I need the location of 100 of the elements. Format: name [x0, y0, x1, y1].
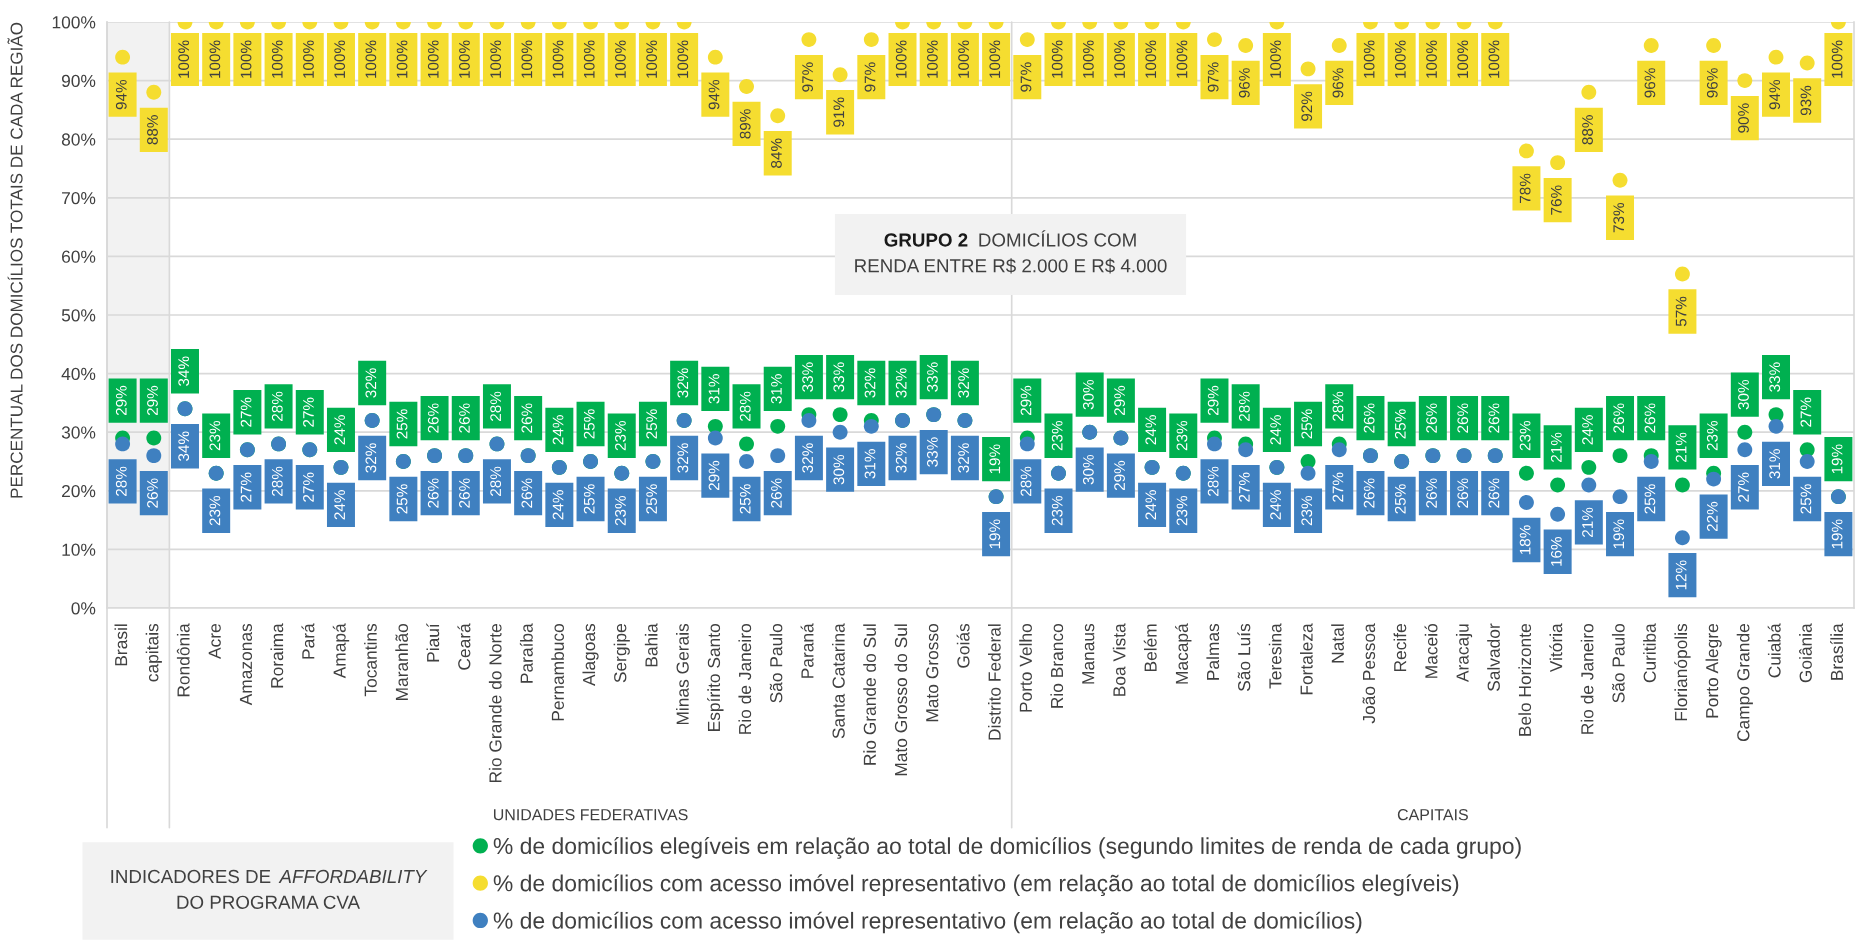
y-tick-label: 100%: [52, 16, 96, 29]
data-label: 100%: [459, 40, 470, 78]
data-label: 30%: [1082, 379, 1094, 410]
data-label: 94%: [708, 79, 720, 110]
data-label: 33%: [833, 362, 845, 392]
data-label: 100%: [583, 40, 595, 78]
y-tick-label: 10%: [62, 543, 96, 556]
data-label: 27%: [303, 472, 314, 502]
data-label: 29%: [115, 385, 127, 416]
data-label: 27%: [303, 397, 314, 427]
y-tick-label: 50%: [61, 309, 96, 322]
data-label: 26%: [1644, 403, 1656, 433]
data-label: 88%: [1582, 115, 1593, 145]
data-label: 30%: [1082, 454, 1094, 485]
text: CAPITAIS: [1397, 809, 1468, 821]
x-tick-label: Distrito Federal: [988, 624, 1001, 740]
data-label: 100%: [1488, 40, 1500, 78]
x-tick-label: Rio Branco: [1050, 624, 1064, 708]
data-label: 32%: [958, 443, 969, 473]
data-label: 23%: [1051, 420, 1063, 451]
data-label: 96%: [1706, 68, 1718, 98]
data-label: 26%: [427, 403, 439, 433]
legend-label: % de domicílios com acesso imóvel representativo (em relação ao total de domicílios elegíveis): [493, 874, 1459, 897]
data-label: 26%: [1363, 403, 1375, 433]
x-tick-label: Fortaleza: [1299, 623, 1313, 695]
data-label: 100%: [552, 40, 564, 78]
data-label: 25%: [646, 484, 658, 514]
x-tick-label: Rio Grande do Norte: [488, 624, 502, 783]
x-tick-label: Maranhão: [395, 624, 409, 701]
data-label: 100%: [1831, 40, 1843, 78]
x-tick-label: capitais: [145, 623, 162, 682]
data-label: 100%: [1176, 40, 1188, 78]
y-axis-title: PERCENTUAL DOS DOMICÍLIOS TOTAIS DE CADA REGIÃO: [7, 22, 23, 498]
data-label: 25%: [1800, 484, 1812, 514]
data-label: 23%: [209, 495, 221, 526]
text: GRUPO 2 DOMICÍLIOS COM RENDA ENTRE R$ 2.000 E R$ 4.000: [855, 230, 1167, 274]
data-label: 96%: [1644, 68, 1656, 98]
x-tick-label: Acre: [208, 624, 221, 659]
data-label: 25%: [646, 409, 658, 439]
data-label: 96%: [1238, 68, 1250, 98]
data-label: 29%: [708, 460, 720, 491]
y-tick-label: 60%: [62, 250, 96, 263]
x-tick-label: Aracaju: [1455, 624, 1473, 683]
x-tick-label: Sergipe: [613, 624, 630, 683]
x-tick-label: Rondônia: [176, 623, 190, 697]
data-label: 21%: [1675, 432, 1687, 462]
data-label: 26%: [427, 478, 439, 508]
y-tick-label: 80%: [61, 133, 96, 146]
data-label: 25%: [396, 409, 408, 439]
data-label: 23%: [615, 420, 626, 451]
x-tick-label: Macapá: [1175, 623, 1192, 684]
data-label: 29%: [1020, 385, 1032, 416]
data-label: 27%: [1738, 472, 1749, 502]
data-label: 26%: [1457, 403, 1469, 433]
data-label: 100%: [1457, 40, 1469, 78]
data-label: 29%: [1114, 385, 1125, 416]
data-label: 25%: [583, 409, 595, 439]
data-label: 26%: [521, 478, 533, 508]
x-tick-label: Brasília: [1830, 623, 1844, 680]
data-label: 27%: [240, 397, 252, 427]
data-label: 97%: [864, 62, 876, 92]
data-label: 22%: [1706, 501, 1718, 532]
data-label: 26%: [1363, 478, 1375, 508]
data-label: 28%: [1207, 466, 1219, 496]
data-label: 100%: [365, 40, 377, 78]
x-tick-label: Minas Gerais: [676, 623, 689, 725]
y-tick-label: 40%: [61, 367, 96, 381]
data-label: 100%: [958, 40, 969, 78]
data-label: 29%: [1114, 460, 1125, 491]
data-label: 24%: [552, 415, 564, 445]
x-tick-label: Brasil: [114, 624, 128, 666]
data-label: 100%: [209, 40, 221, 78]
data-label: 19%: [1831, 444, 1843, 474]
data-label: 25%: [1301, 409, 1313, 439]
x-tick-label: Campo Grande: [1736, 624, 1753, 742]
data-label: 27%: [1800, 397, 1812, 427]
legend-label: % de domicílios elegíveis em relação ao total de domicílios (segundo limites de renda de cada grupo): [493, 837, 1521, 859]
data-label: 26%: [1426, 478, 1437, 508]
y-tick-label: 30%: [61, 426, 96, 439]
data-label: 30%: [833, 454, 845, 485]
data-label: 28%: [739, 391, 751, 421]
legend-title: INDICADORES DE AFFORDABILITY DO PROGRAMA CVA: [111, 869, 428, 909]
data-label: 100%: [271, 40, 283, 78]
data-label: 12%: [1675, 560, 1687, 590]
x-tick-label: São Paulo: [769, 624, 783, 703]
x-tick-label: Goiânia: [1799, 623, 1812, 683]
data-label: 25%: [1394, 484, 1406, 514]
data-label: 29%: [147, 385, 158, 416]
data-label: 26%: [1426, 403, 1437, 433]
data-label: 88%: [147, 115, 158, 145]
data-label: 90%: [1738, 103, 1749, 133]
data-label: 19%: [989, 519, 1001, 549]
data-label: 94%: [1769, 79, 1781, 110]
data-label: 91%: [833, 97, 845, 127]
x-tick-label: Vitória: [1549, 623, 1563, 673]
legend-label: % de domicílios com acesso imóvel representativo (em relação ao total de domicílios): [493, 911, 1362, 934]
data-label: 34%: [178, 431, 190, 461]
data-label: 84%: [771, 138, 782, 168]
x-tick-label: Maceió: [1424, 624, 1438, 678]
x-tick-label: Florianópolis: [1674, 623, 1691, 721]
